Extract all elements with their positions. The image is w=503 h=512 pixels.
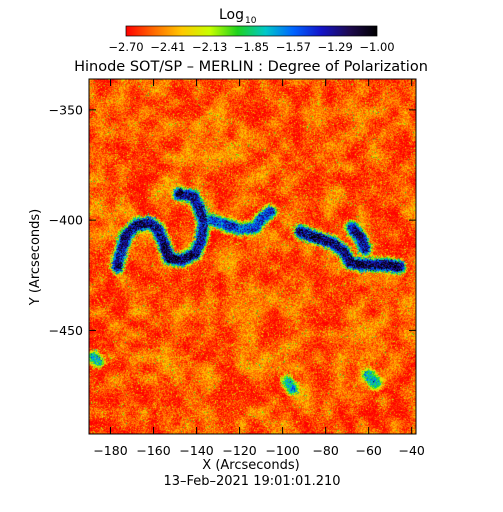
x-tick-label: −180	[93, 443, 127, 458]
x-tick-label: −80	[312, 443, 338, 458]
colorbar-tick-label: −2.13	[192, 40, 227, 54]
colorbar: Log 10 −2.70 −2.41 −2.13 −1.85 −1.57 −1.29 −1.…	[108, 7, 394, 54]
x-tick-label: −160	[136, 443, 170, 458]
x-axis-label: X (Arcseconds)	[202, 458, 299, 473]
colorbar-tick-label: −1.29	[318, 40, 353, 54]
y-tick-label: −350	[49, 102, 83, 117]
colorbar-tick-labels: −2.70 −2.41 −2.13 −1.85 −1.57 −1.29 −1.00	[108, 40, 394, 54]
polarization-heatmap	[89, 79, 416, 434]
plot-frame	[88, 78, 417, 435]
plot-area: −180 −160 −140 −120 −100 −80 −60 −40 −350 −400 −4…	[49, 78, 425, 458]
y-tick-label: −450	[49, 323, 83, 338]
chart-title: Hinode SOT/SP – MERLIN : Degree of Polar…	[74, 59, 428, 75]
colorbar-tick-label: −1.00	[359, 40, 394, 54]
x-tick-label: −120	[222, 443, 256, 458]
y-axis-tick-labels: −350 −400 −450	[49, 102, 83, 337]
x-tick-label: −100	[265, 443, 299, 458]
colorbar-tick-label: −1.57	[276, 40, 311, 54]
colorbar-title-subscript: 10	[245, 16, 257, 26]
x-axis-tick-labels: −180 −160 −140 −120 −100 −80 −60 −40	[93, 443, 425, 458]
y-tick-label: −400	[49, 213, 83, 228]
x-tick-label: −60	[355, 443, 381, 458]
axis-tick-marks	[89, 79, 416, 434]
colorbar-tick-label: −1.85	[234, 40, 269, 54]
colorbar-title: Log	[219, 7, 244, 23]
y-axis-label: Y (Arcseconds)	[28, 209, 43, 306]
timestamp: 13–Feb–2021 19:01:01.210	[163, 474, 340, 489]
colorbar-tick-label: −2.41	[150, 40, 185, 54]
colorbar-tick-label: −2.70	[108, 40, 143, 54]
x-tick-label: −140	[179, 443, 213, 458]
x-tick-label: −40	[399, 443, 425, 458]
colorbar-gradient	[125, 25, 378, 37]
